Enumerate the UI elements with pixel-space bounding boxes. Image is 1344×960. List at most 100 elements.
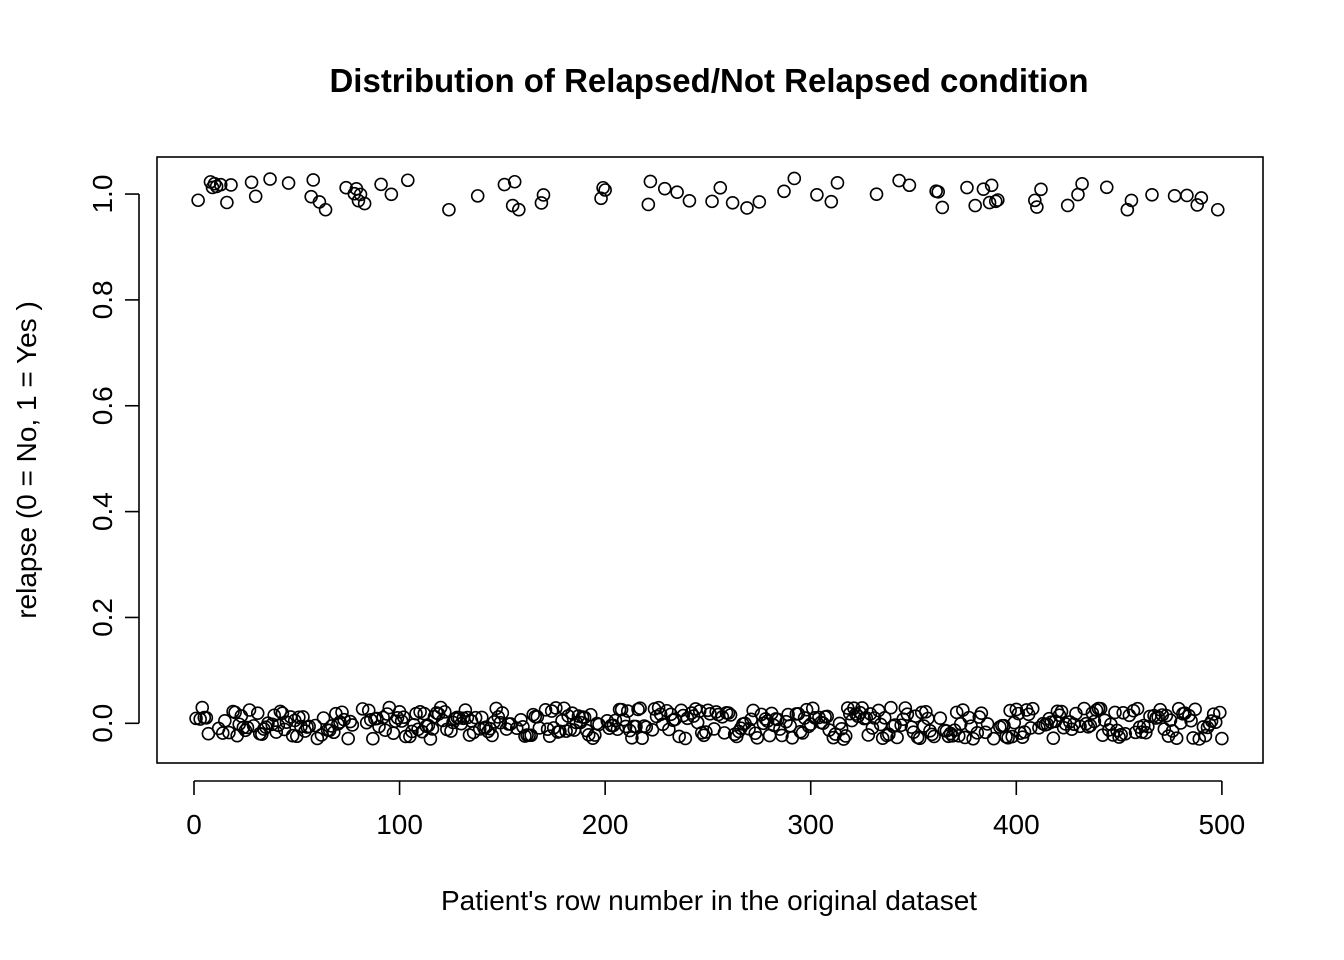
point-not-relapsed — [302, 719, 316, 734]
point-not-relapsed — [631, 702, 645, 717]
point-not-relapsed — [1165, 724, 1180, 738]
point-not-relapsed — [1007, 715, 1022, 730]
point-not-relapsed — [390, 711, 405, 725]
point-relapsed — [384, 187, 399, 202]
point-not-relapsed — [986, 731, 1001, 746]
point-not-relapsed — [863, 707, 878, 721]
point-not-relapsed — [633, 701, 647, 716]
point-relapsed — [830, 176, 845, 190]
point-not-relapsed — [894, 718, 908, 733]
point-not-relapsed — [1005, 729, 1020, 744]
x-tick-label: 100 — [376, 809, 423, 840]
point-not-relapsed — [678, 731, 693, 746]
point-relapsed — [512, 202, 526, 217]
y-axis: 0.0 0.2 0.4 0.6 0.8 1.0 — [87, 175, 140, 743]
point-not-relapsed — [509, 721, 524, 736]
point-not-relapsed — [292, 710, 306, 725]
point-not-relapsed — [1025, 701, 1040, 716]
point-relapsed — [931, 185, 945, 199]
point-relapsed — [657, 181, 672, 196]
point-relapsed — [935, 200, 950, 215]
point-relapsed — [470, 189, 485, 203]
point-not-relapsed — [444, 724, 458, 738]
point-not-relapsed — [1141, 719, 1155, 734]
y-tick-label: 0.0 — [87, 704, 118, 743]
point-relapsed — [534, 196, 549, 210]
point-not-relapsed — [1046, 731, 1061, 745]
point-relapsed — [353, 187, 368, 202]
point-relapsed — [281, 176, 296, 190]
point-relapsed — [244, 175, 259, 190]
x-tick-label: 300 — [787, 809, 834, 840]
point-relapsed — [357, 196, 372, 211]
point-not-relapsed — [820, 709, 834, 724]
point-not-relapsed — [775, 728, 789, 743]
point-not-relapsed — [275, 706, 290, 720]
point-not-relapsed — [721, 706, 736, 720]
point-relapsed — [902, 178, 917, 193]
point-relapsed — [740, 201, 754, 215]
y-tick-label: 0.2 — [87, 598, 118, 637]
point-not-relapsed — [912, 731, 927, 746]
point-relapsed — [988, 194, 1003, 209]
point-not-relapsed — [236, 720, 251, 735]
point-not-relapsed — [1188, 702, 1202, 717]
point-not-relapsed — [495, 706, 510, 720]
point-not-relapsed — [684, 706, 699, 720]
point-not-relapsed — [1206, 707, 1221, 721]
point-not-relapsed — [645, 723, 660, 737]
point-not-relapsed — [1110, 723, 1124, 738]
point-not-relapsed — [438, 705, 452, 719]
point-relapsed — [1145, 188, 1159, 202]
point-relapsed — [982, 195, 997, 210]
point-not-relapsed — [238, 723, 253, 738]
point-not-relapsed — [900, 707, 915, 721]
y-axis-label: relapse (0 = No, 1 = Yes ) — [11, 301, 42, 619]
point-not-relapsed — [962, 710, 976, 725]
point-not-relapsed — [335, 705, 349, 720]
x-tick-label: 500 — [1199, 809, 1246, 840]
point-relapsed — [670, 185, 684, 199]
point-not-relapsed — [651, 700, 666, 715]
point-not-relapsed — [717, 726, 732, 740]
point-not-relapsed — [250, 706, 265, 720]
point-not-relapsed — [549, 701, 563, 715]
point-not-relapsed — [919, 705, 933, 719]
point-not-relapsed — [273, 704, 288, 719]
point-not-relapsed — [958, 730, 972, 745]
point-relapsed — [400, 173, 415, 188]
point-not-relapsed — [865, 721, 880, 735]
point-not-relapsed — [884, 700, 898, 715]
point-not-relapsed — [345, 718, 360, 732]
point-not-relapsed — [514, 713, 528, 727]
point-not-relapsed — [240, 720, 255, 735]
point-relapsed — [824, 194, 839, 209]
point-relapsed — [777, 184, 791, 199]
point-relapsed — [224, 178, 238, 192]
point-relapsed — [220, 195, 234, 210]
point-not-relapsed — [433, 700, 448, 715]
point-relapsed — [1124, 193, 1139, 208]
point-not-relapsed — [703, 707, 717, 721]
point-not-relapsed — [538, 703, 553, 717]
point-not-relapsed — [1108, 705, 1122, 720]
point-not-relapsed — [1169, 731, 1184, 745]
point-relapsed — [643, 174, 658, 189]
point-relapsed — [787, 171, 802, 186]
point-not-relapsed — [1023, 721, 1038, 735]
point-not-relapsed — [1073, 719, 1087, 734]
point-not-relapsed — [269, 725, 284, 739]
point-not-relapsed — [1093, 701, 1108, 716]
y-tick-label: 0.6 — [87, 386, 118, 425]
point-not-relapsed — [1118, 727, 1133, 741]
point-not-relapsed — [491, 710, 506, 724]
point-not-relapsed — [308, 718, 323, 733]
point-not-relapsed — [861, 728, 876, 742]
point-not-relapsed — [405, 724, 419, 739]
point-not-relapsed — [746, 703, 760, 718]
point-not-relapsed — [366, 731, 380, 746]
point-relapsed — [318, 202, 333, 217]
point-not-relapsed — [699, 725, 713, 739]
point-relapsed — [1099, 180, 1114, 195]
point-not-relapsed — [723, 708, 738, 722]
